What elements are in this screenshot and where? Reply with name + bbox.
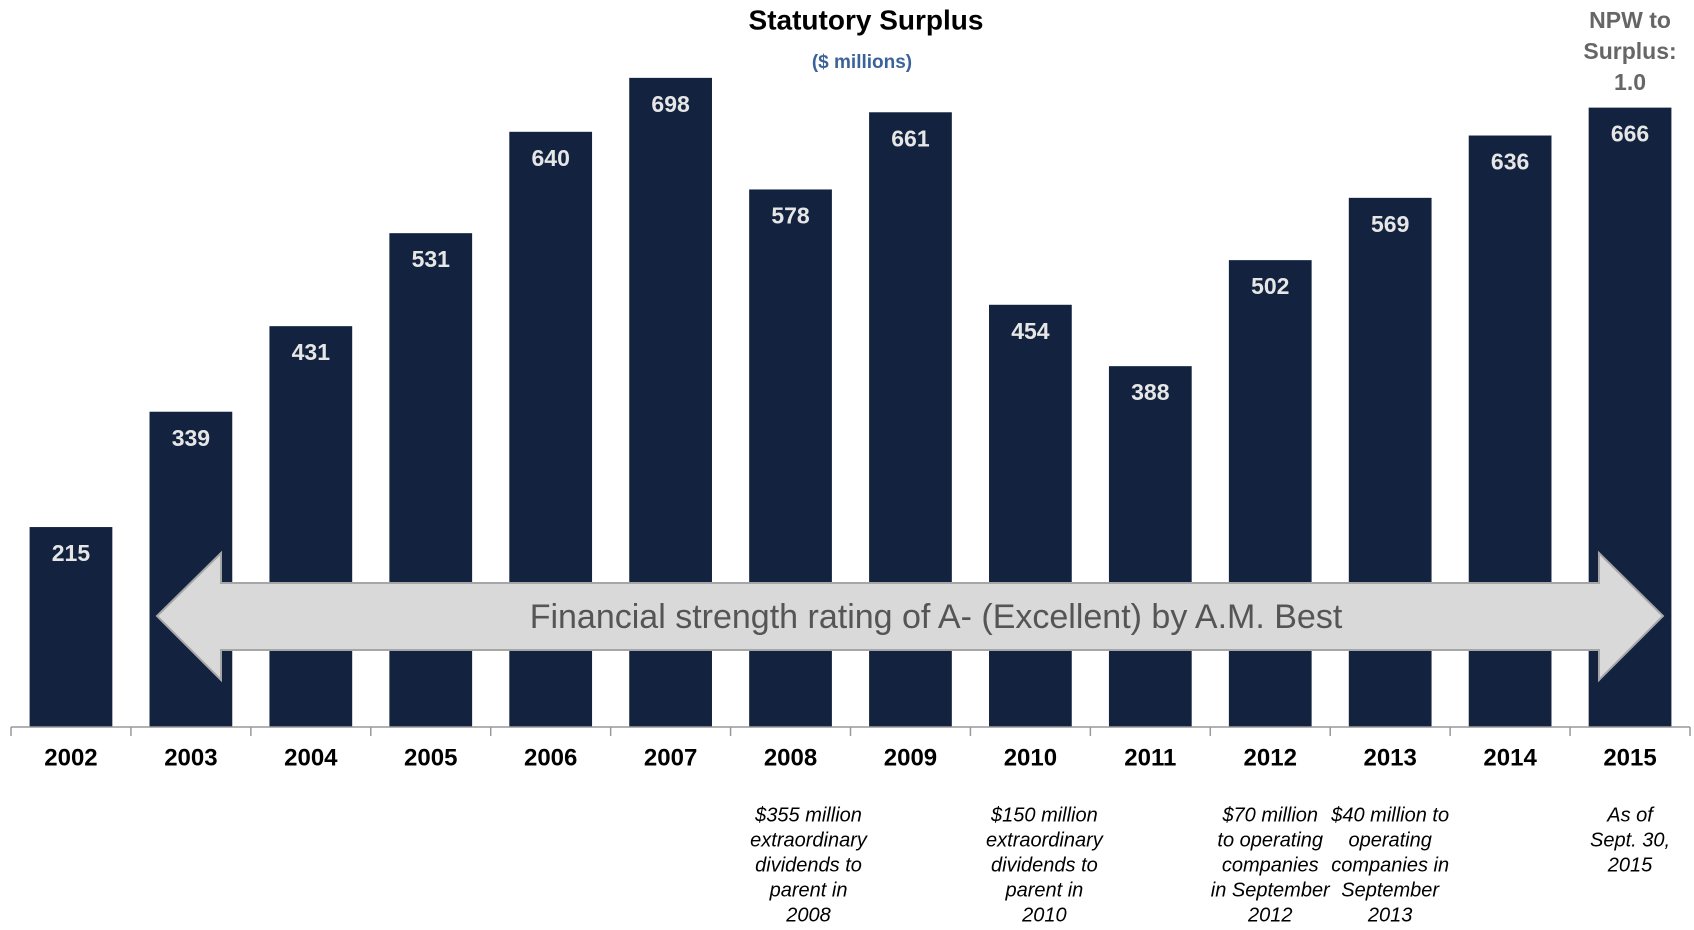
category-note: to operating xyxy=(1217,829,1323,851)
category-note: 2013 xyxy=(1367,904,1413,926)
category-note: companies in xyxy=(1331,854,1449,876)
x-tick-label: 2007 xyxy=(644,744,697,771)
category-note: 2010 xyxy=(1021,904,1067,926)
value-label: 454 xyxy=(1011,318,1050,344)
category-note: dividends to xyxy=(991,854,1098,876)
bar xyxy=(989,304,1072,727)
x-tick-label: 2012 xyxy=(1244,744,1297,771)
corner-note: NPW to xyxy=(1589,7,1671,33)
category-note: September xyxy=(1341,879,1440,901)
category-note: 2012 xyxy=(1247,904,1293,926)
category-note: $40 million to xyxy=(1330,804,1449,826)
x-tick-label: 2002 xyxy=(44,744,97,771)
value-label: 569 xyxy=(1371,211,1409,237)
x-tick-label: 2014 xyxy=(1483,744,1537,771)
chart-subtitle: ($ millions) xyxy=(812,52,912,73)
x-tick-label: 2008 xyxy=(764,744,817,771)
value-label: 666 xyxy=(1611,121,1649,147)
category-note: As of xyxy=(1606,804,1655,826)
bar xyxy=(1108,366,1192,727)
x-tick-label: 2004 xyxy=(284,744,338,771)
x-tick-label: 2011 xyxy=(1124,744,1176,771)
value-label: 698 xyxy=(651,91,690,117)
x-tick-label: 2005 xyxy=(404,744,457,771)
x-tick-label: 2013 xyxy=(1363,744,1416,771)
x-tick-label: 2015 xyxy=(1603,744,1656,771)
x-tick-label: 2003 xyxy=(164,744,217,771)
value-label: 215 xyxy=(52,540,91,566)
x-tick-label: 2006 xyxy=(524,744,577,771)
rating-arrow xyxy=(155,550,1665,683)
value-label: 431 xyxy=(292,339,331,365)
value-label: 661 xyxy=(891,125,930,151)
category-note: dividends to xyxy=(755,854,862,876)
value-label: 502 xyxy=(1251,273,1289,299)
value-label: 531 xyxy=(412,246,451,272)
category-note: extraordinary xyxy=(986,829,1104,851)
value-label: 640 xyxy=(531,145,569,171)
value-label: 339 xyxy=(172,425,210,451)
arrow-label: Financial strength rating of A- (Excelle… xyxy=(530,598,1343,636)
labels: 215 2002 339 2003 431 2004 531 2005 640 2006 698 20… xyxy=(10,7,1691,926)
bar xyxy=(269,326,353,727)
category-note: Sept. 30, xyxy=(1590,829,1670,851)
chart-title: Statutory Surplus xyxy=(749,4,984,35)
value-label: 388 xyxy=(1131,379,1170,405)
corner-note: 1.0 xyxy=(1614,69,1646,95)
category-note: $150 million xyxy=(990,804,1098,826)
value-label: 578 xyxy=(771,203,810,229)
category-note: operating xyxy=(1348,829,1431,851)
category-note: 2008 xyxy=(785,904,831,926)
corner-note: Surplus: xyxy=(1583,38,1676,64)
value-label: 636 xyxy=(1491,149,1529,175)
x-tick-label: 2009 xyxy=(884,744,937,771)
category-note: companies xyxy=(1222,854,1319,876)
bar xyxy=(389,233,473,728)
x-tick-label: 2010 xyxy=(1004,744,1057,771)
bar xyxy=(1228,260,1312,727)
category-note: $70 million xyxy=(1221,804,1318,826)
category-note: parent in xyxy=(1004,879,1083,901)
category-note: extraordinary xyxy=(750,829,868,851)
bar xyxy=(29,527,113,727)
category-note: parent in xyxy=(769,879,848,901)
category-note: 2015 xyxy=(1607,854,1653,876)
category-note: in September xyxy=(1211,879,1331,901)
category-note: $355 million xyxy=(754,804,862,826)
